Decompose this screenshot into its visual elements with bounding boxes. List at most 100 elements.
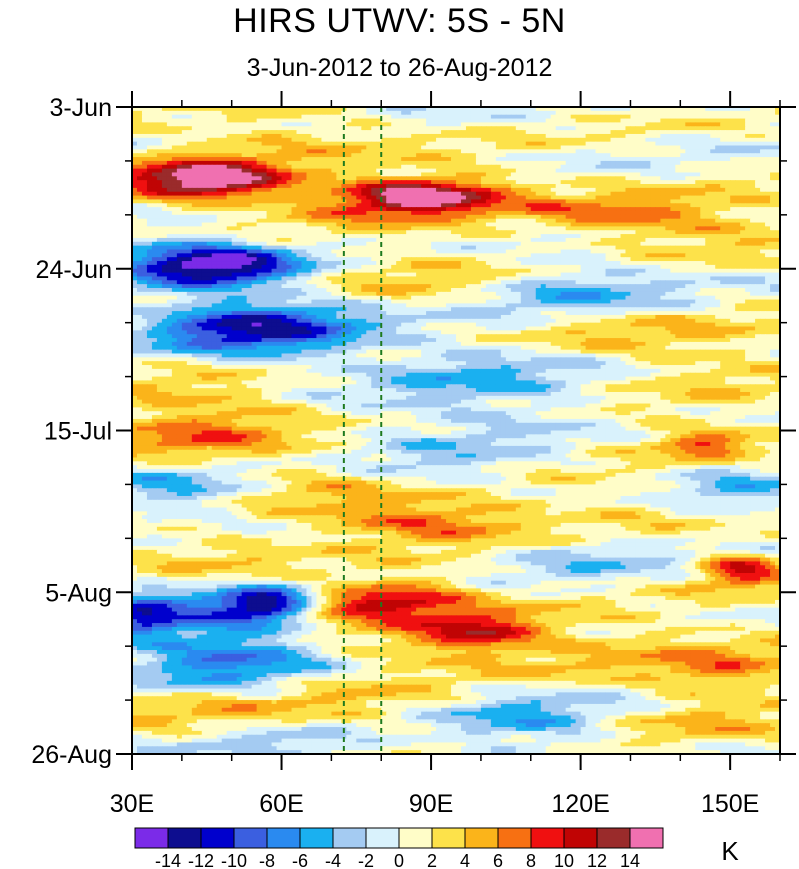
- heatmap-cell: [601, 142, 607, 146]
- heatmap-cell: [162, 149, 168, 153]
- heatmap-cell: [232, 119, 238, 123]
- heatmap-cell: [356, 142, 362, 146]
- heatmap-cell: [640, 126, 646, 130]
- heatmap-cell: [536, 146, 542, 150]
- heatmap-cell: [426, 119, 432, 123]
- heatmap-cell: [416, 142, 422, 146]
- heatmap-cell: [147, 146, 153, 150]
- heatmap-cell: [531, 134, 537, 138]
- heatmap-cell: [531, 119, 537, 123]
- heatmap-cell: [511, 126, 517, 130]
- heatmap-cell: [157, 134, 163, 138]
- heatmap-cell: [690, 142, 696, 146]
- heatmap-cell: [750, 119, 756, 123]
- heatmap-cell: [272, 134, 278, 138]
- heatmap-cell: [556, 130, 562, 134]
- heatmap-cell: [501, 142, 507, 146]
- heatmap-cell: [172, 149, 178, 153]
- heatmap-cell: [740, 119, 746, 123]
- heatmap-cell: [660, 115, 666, 119]
- heatmap-cell: [152, 138, 158, 142]
- heatmap-cell: [660, 122, 666, 126]
- heatmap-cell: [217, 130, 223, 134]
- heatmap-cell: [192, 130, 198, 134]
- heatmap-cell: [267, 122, 273, 126]
- heatmap-cell: [710, 119, 716, 123]
- heatmap-cell: [272, 130, 278, 134]
- heatmap-cell: [730, 142, 736, 146]
- heatmap-cell: [177, 122, 183, 126]
- heatmap-cell: [715, 138, 721, 142]
- heatmap-cell: [401, 146, 407, 150]
- heatmap-cell: [546, 138, 552, 142]
- heatmap-cell: [222, 119, 228, 123]
- heatmap-cell: [242, 138, 248, 142]
- heatmap-cell: [446, 130, 452, 134]
- heatmap-cell: [212, 146, 218, 150]
- heatmap-cell: [212, 130, 218, 134]
- heatmap-cell: [745, 115, 751, 119]
- heatmap-cell: [541, 122, 547, 126]
- heatmap-cell: [421, 130, 427, 134]
- heatmap-cell: [466, 126, 472, 130]
- heatmap-cell: [257, 134, 263, 138]
- heatmap-cell: [581, 119, 587, 123]
- heatmap-cell: [491, 142, 497, 146]
- heatmap-cell: [182, 142, 188, 146]
- heatmap-cell: [152, 122, 158, 126]
- heatmap-cell: [272, 149, 278, 153]
- heatmap-cell: [561, 111, 567, 115]
- heatmap-cell: [361, 130, 367, 134]
- heatmap-cell: [765, 111, 771, 115]
- heatmap-cell: [426, 115, 432, 119]
- heatmap-cell: [700, 130, 706, 134]
- heatmap-cell: [222, 149, 228, 153]
- heatmap-cell: [456, 134, 462, 138]
- heatmap-cell: [182, 119, 188, 123]
- heatmap-cell: [326, 149, 332, 153]
- heatmap-cell: [715, 115, 721, 119]
- heatmap-cell: [252, 149, 258, 153]
- heatmap-cell: [406, 134, 412, 138]
- heatmap-cell: [501, 126, 507, 130]
- heatmap-cell: [760, 134, 766, 138]
- heatmap-cell: [391, 111, 397, 115]
- heatmap-cell: [391, 130, 397, 134]
- heatmap-cell: [611, 126, 617, 130]
- heatmap-cell: [351, 138, 357, 142]
- heatmap-cell: [247, 142, 253, 146]
- heatmap-cell: [591, 130, 597, 134]
- heatmap-cell: [182, 138, 188, 142]
- heatmap-cell: [725, 111, 731, 115]
- heatmap-cell: [217, 146, 223, 150]
- heatmap-cell: [292, 146, 298, 150]
- heatmap-cell: [745, 122, 751, 126]
- heatmap-cell: [625, 142, 631, 146]
- heatmap-cell: [710, 126, 716, 130]
- heatmap-cell: [296, 138, 302, 142]
- heatmap-cell: [252, 119, 258, 123]
- heatmap-cell: [456, 126, 462, 130]
- heatmap-cell: [386, 126, 392, 130]
- heatmap-cell: [596, 138, 602, 142]
- heatmap-cell: [670, 122, 676, 126]
- heatmap-cell: [431, 130, 437, 134]
- heatmap-cell: [526, 134, 532, 138]
- heatmap-cell: [705, 126, 711, 130]
- heatmap-cell: [551, 142, 557, 146]
- heatmap-cell: [257, 142, 263, 146]
- heatmap-cell: [616, 111, 622, 115]
- heatmap-cell: [481, 111, 487, 115]
- heatmap-cell: [162, 119, 168, 123]
- heatmap-cell: [311, 146, 317, 150]
- heatmap-cell: [611, 111, 617, 115]
- heatmap-cell: [665, 115, 671, 119]
- heatmap-cell: [252, 146, 258, 150]
- heatmap-cell: [695, 142, 701, 146]
- heatmap-cell: [242, 122, 248, 126]
- heatmap-cell: [675, 142, 681, 146]
- heatmap-cell: [760, 138, 766, 142]
- heatmap-cell: [755, 146, 761, 150]
- heatmap-cell: [202, 126, 208, 130]
- heatmap-cell: [272, 126, 278, 130]
